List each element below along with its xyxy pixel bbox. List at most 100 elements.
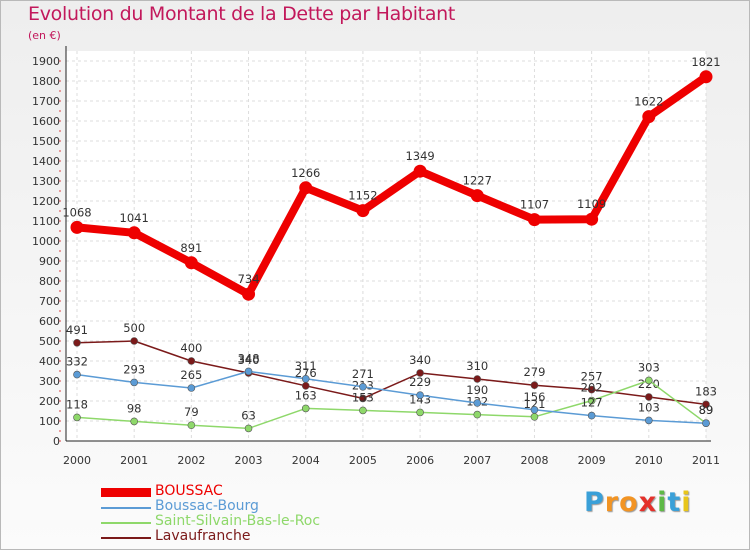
- data-label: 153: [352, 390, 374, 404]
- data-label: 1041: [120, 211, 149, 225]
- data-label: 202: [581, 381, 603, 395]
- data-label: 1821: [691, 55, 720, 69]
- y-tick-label: 700: [39, 295, 60, 308]
- data-label: 156: [523, 390, 545, 404]
- x-tick-label: 2008: [520, 454, 548, 467]
- data-label: 891: [180, 241, 202, 255]
- data-label: 1107: [520, 198, 549, 212]
- data-label: 500: [123, 321, 145, 335]
- logo-letter: x: [638, 487, 658, 518]
- y-tick-label: 400: [39, 355, 60, 368]
- data-label: 1227: [463, 174, 492, 188]
- data-point: [416, 391, 424, 400]
- x-tick-label: 2010: [635, 454, 663, 467]
- data-point: [70, 220, 84, 234]
- logo-letter: r: [604, 487, 620, 518]
- legend-label-boussac-bourg: Boussac-Bourg: [155, 498, 259, 514]
- data-point: [301, 404, 310, 413]
- data-label: 279: [523, 365, 545, 379]
- y-tick-label: 200: [39, 395, 60, 408]
- data-point: [242, 287, 256, 301]
- data-label: 1152: [348, 189, 377, 203]
- x-tick-label: 2004: [292, 454, 320, 467]
- data-label: 265: [180, 368, 202, 382]
- data-label: 121: [523, 397, 545, 411]
- data-label: 1109: [577, 197, 606, 211]
- data-label: 276: [295, 366, 317, 380]
- y-tick-label: 1100: [32, 215, 60, 228]
- data-label: 229: [409, 375, 431, 389]
- data-point: [73, 370, 81, 379]
- chart-subtitle: (en €): [28, 29, 61, 42]
- series-line: [76, 370, 707, 424]
- data-point: [530, 381, 539, 390]
- data-point: [359, 406, 367, 415]
- data-point: [416, 408, 424, 417]
- data-point: [587, 385, 596, 394]
- y-tick-label: 300: [39, 375, 60, 388]
- data-point: [645, 416, 653, 425]
- y-tick-label: 1400: [32, 155, 60, 168]
- x-tick-label: 2002: [177, 454, 205, 467]
- y-tick-label: 1200: [32, 195, 60, 208]
- series-line: [76, 379, 707, 430]
- series-line: [76, 340, 707, 406]
- data-label: 127: [581, 396, 603, 410]
- data-point: [530, 405, 539, 414]
- data-label: 89: [699, 403, 714, 417]
- data-point: [130, 337, 138, 345]
- data-point: [299, 181, 313, 195]
- data-label: 1068: [62, 205, 91, 219]
- data-label: 293: [123, 362, 145, 376]
- data-point: [187, 421, 196, 430]
- data-point: [359, 394, 367, 403]
- data-label: 98: [127, 401, 142, 415]
- data-point: [527, 213, 541, 227]
- proxiti-logo: Proxiti: [584, 487, 692, 518]
- x-tick-label: 2003: [235, 454, 263, 467]
- y-tick-label: 900: [39, 255, 60, 268]
- data-label: 103: [638, 400, 660, 414]
- x-tick-label: 2001: [120, 454, 148, 467]
- data-point: [416, 369, 424, 377]
- data-point: [585, 212, 599, 226]
- data-point: [530, 412, 539, 421]
- legend-label-saint-silvain: Saint-Silvain-Bas-le-Roc: [155, 513, 321, 529]
- legend-swatch-boussac-bourg: [101, 507, 151, 509]
- data-label: 79: [184, 405, 199, 419]
- data-point: [699, 70, 713, 84]
- data-point: [187, 384, 196, 392]
- data-label: 491: [66, 323, 88, 337]
- logo-letter: i: [681, 487, 692, 518]
- y-tick-label: 0: [53, 435, 60, 448]
- plot-area: [66, 51, 706, 441]
- data-point: [645, 393, 653, 401]
- data-label: 340: [238, 353, 260, 367]
- legend-swatch-boussac: [101, 488, 151, 497]
- y-tick-label: 1700: [32, 95, 60, 108]
- data-label: 303: [638, 360, 660, 374]
- data-label: 400: [180, 341, 202, 355]
- logo-letter: o: [619, 487, 639, 518]
- legend-label-boussac: BOUSSAC: [155, 483, 223, 499]
- data-point: [184, 256, 198, 270]
- data-point: [702, 400, 710, 409]
- data-point: [587, 411, 596, 420]
- y-tick-label: 1300: [32, 175, 60, 188]
- data-point: [473, 399, 482, 407]
- data-point: [473, 375, 482, 383]
- data-label: 118: [66, 397, 88, 411]
- data-point: [73, 413, 81, 422]
- x-tick-label: 2009: [578, 454, 606, 467]
- data-point: [244, 424, 253, 433]
- data-label: 190: [466, 383, 488, 397]
- y-tick-label: 500: [39, 335, 60, 348]
- logo-letter: P: [584, 487, 605, 518]
- legend-swatch-lavaufranche: [101, 537, 151, 539]
- data-point: [642, 110, 656, 124]
- data-label: 340: [409, 353, 431, 367]
- series-line: [73, 72, 710, 299]
- data-point: [413, 164, 427, 178]
